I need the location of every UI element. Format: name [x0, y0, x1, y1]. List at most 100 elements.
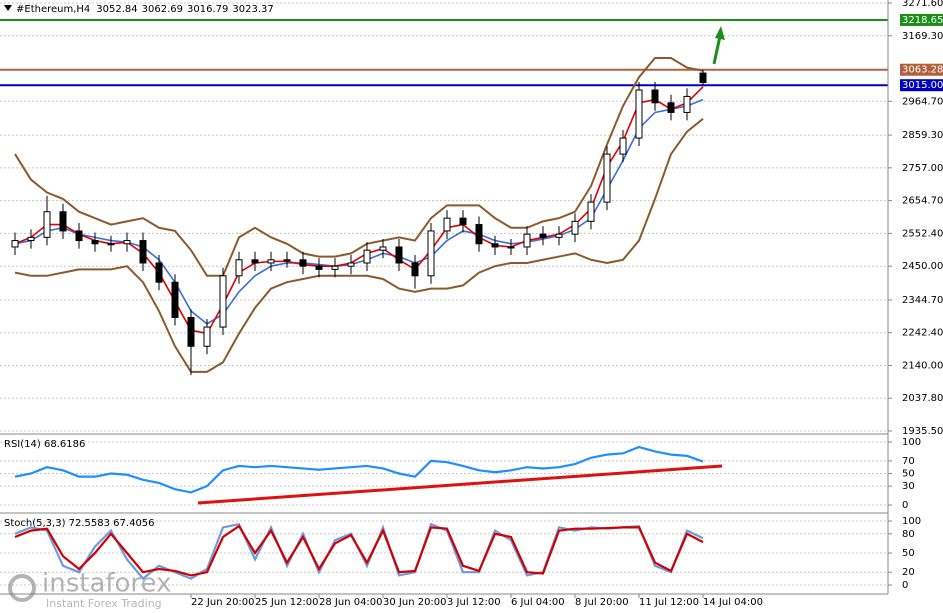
watermark-tagline: Instant Forex Trading — [46, 597, 162, 610]
y-tick-label: 2037.80 — [902, 393, 943, 404]
candle-body — [555, 233, 563, 238]
level-label: 3218.65 — [902, 15, 943, 26]
y-tick-label: 30 — [902, 481, 915, 492]
candle-body — [363, 249, 371, 264]
candle-body — [475, 224, 483, 245]
candle-body — [251, 259, 259, 264]
candle-body — [539, 233, 547, 238]
y-tick-label: 2654.70 — [902, 196, 943, 207]
y-tick-label: 50 — [902, 469, 915, 480]
y-tick-label: 2242.40 — [902, 328, 943, 339]
candle-body — [651, 89, 659, 104]
level-label-bg — [900, 13, 943, 26]
x-tick-label: 8 Jul 20:00 — [575, 597, 629, 608]
candle-body — [507, 246, 515, 249]
candle-body — [395, 246, 403, 264]
last-close: 3023.37 — [232, 4, 273, 15]
x-tick-label: 30 Jun 20:00 — [383, 597, 447, 608]
y-tick-label: 3169.30 — [902, 31, 943, 42]
candle-body — [443, 217, 451, 232]
y-tick-label: 20 — [902, 567, 915, 578]
candle-body — [91, 240, 99, 245]
candle-body — [619, 137, 627, 155]
symbol: #Ethereum,H4 — [16, 4, 90, 15]
chart-header: #Ethereum,H4 3052.84 3062.69 3016.79 3023.37 — [16, 4, 274, 15]
candle-body — [123, 240, 131, 245]
level-label: 3015.00 — [902, 80, 943, 91]
indicator-line — [14, 524, 704, 577]
candle-body — [587, 201, 595, 222]
candle-body — [331, 265, 339, 270]
candle-body — [347, 262, 355, 267]
x-tick-label: 11 Jul 12:00 — [639, 597, 699, 608]
x-tick-label: 28 Jun 04:00 — [319, 597, 383, 608]
candle-body — [667, 102, 675, 113]
last-low: 3016.79 — [187, 4, 228, 15]
y-tick-label: 2450.00 — [902, 261, 943, 272]
y-tick-label: 50 — [902, 548, 915, 559]
candle-body — [635, 89, 643, 139]
x-tick-label: 22 Jun 20:00 — [191, 597, 255, 608]
y-tick-label: 100 — [902, 437, 921, 448]
level-label: 3063.28 — [902, 65, 943, 76]
y-tick-label: 80 — [902, 529, 915, 540]
y-tick-label: 70 — [902, 456, 915, 467]
indicator-line — [14, 56, 704, 277]
candle-body — [283, 259, 291, 262]
candle-body — [699, 72, 707, 84]
y-tick-label: 0 — [902, 580, 908, 591]
y-tick-label: 2344.70 — [902, 295, 943, 306]
candle-body — [219, 275, 227, 328]
candle-body — [11, 240, 19, 248]
y-tick-label: 2757.00 — [902, 163, 943, 174]
menu-triangle — [4, 5, 12, 11]
last-open: 3052.84 — [96, 4, 137, 15]
y-tick-label: 2140.00 — [902, 360, 943, 371]
candle-body — [491, 243, 499, 248]
y-tick-label: 2964.70 — [902, 96, 943, 107]
rsi-title: RSI(14) 68.6186 — [4, 439, 85, 450]
level-label-bg — [900, 79, 943, 92]
last-high: 3062.69 — [142, 4, 183, 15]
y-tick-label: 100 — [902, 516, 921, 527]
y-tick-label: 2859.30 — [902, 130, 943, 141]
y-tick-label: 3271.60 — [902, 0, 943, 9]
candle-body — [603, 153, 611, 203]
stoch-title: Stoch(5,3,3) 72.5583 67.4056 — [4, 518, 155, 529]
candle-body — [107, 243, 115, 246]
candle-body — [203, 326, 211, 347]
y-tick-label: 0 — [902, 500, 908, 511]
watermark: instaforex Instant Forex Trading — [8, 569, 171, 610]
candle-body — [27, 236, 35, 242]
x-tick-label: 25 Jun 12:00 — [255, 597, 319, 608]
indicator-line — [14, 118, 704, 373]
candle-body — [43, 211, 51, 238]
rsi-trendline — [197, 464, 723, 505]
x-tick-label: 3 Jul 12:00 — [447, 597, 501, 608]
candle-body — [379, 246, 387, 251]
y-tick-label: 2552.40 — [902, 228, 943, 239]
indicator-line — [14, 445, 704, 494]
x-tick-label: 6 Jul 04:00 — [511, 597, 565, 608]
y-tick-label: 1935.50 — [902, 426, 943, 437]
candle-body — [139, 240, 147, 264]
candle-body — [59, 211, 67, 232]
x-tick-label: 14 Jul 04:00 — [703, 597, 763, 608]
candle-body — [683, 95, 691, 113]
watermark-logo — [8, 574, 36, 602]
up-arrow — [712, 26, 725, 65]
candle-body — [411, 262, 419, 277]
level-label-bg — [900, 63, 943, 76]
candle-body — [171, 281, 179, 318]
candle-body — [235, 259, 243, 277]
candle-body — [299, 259, 307, 267]
candle-body — [427, 230, 435, 277]
candle-body — [459, 217, 467, 226]
candle-body — [155, 262, 163, 283]
candle-body — [523, 233, 531, 248]
candle-body — [267, 259, 275, 264]
candle-body — [75, 230, 83, 242]
watermark-brand: instaforex — [42, 569, 171, 599]
